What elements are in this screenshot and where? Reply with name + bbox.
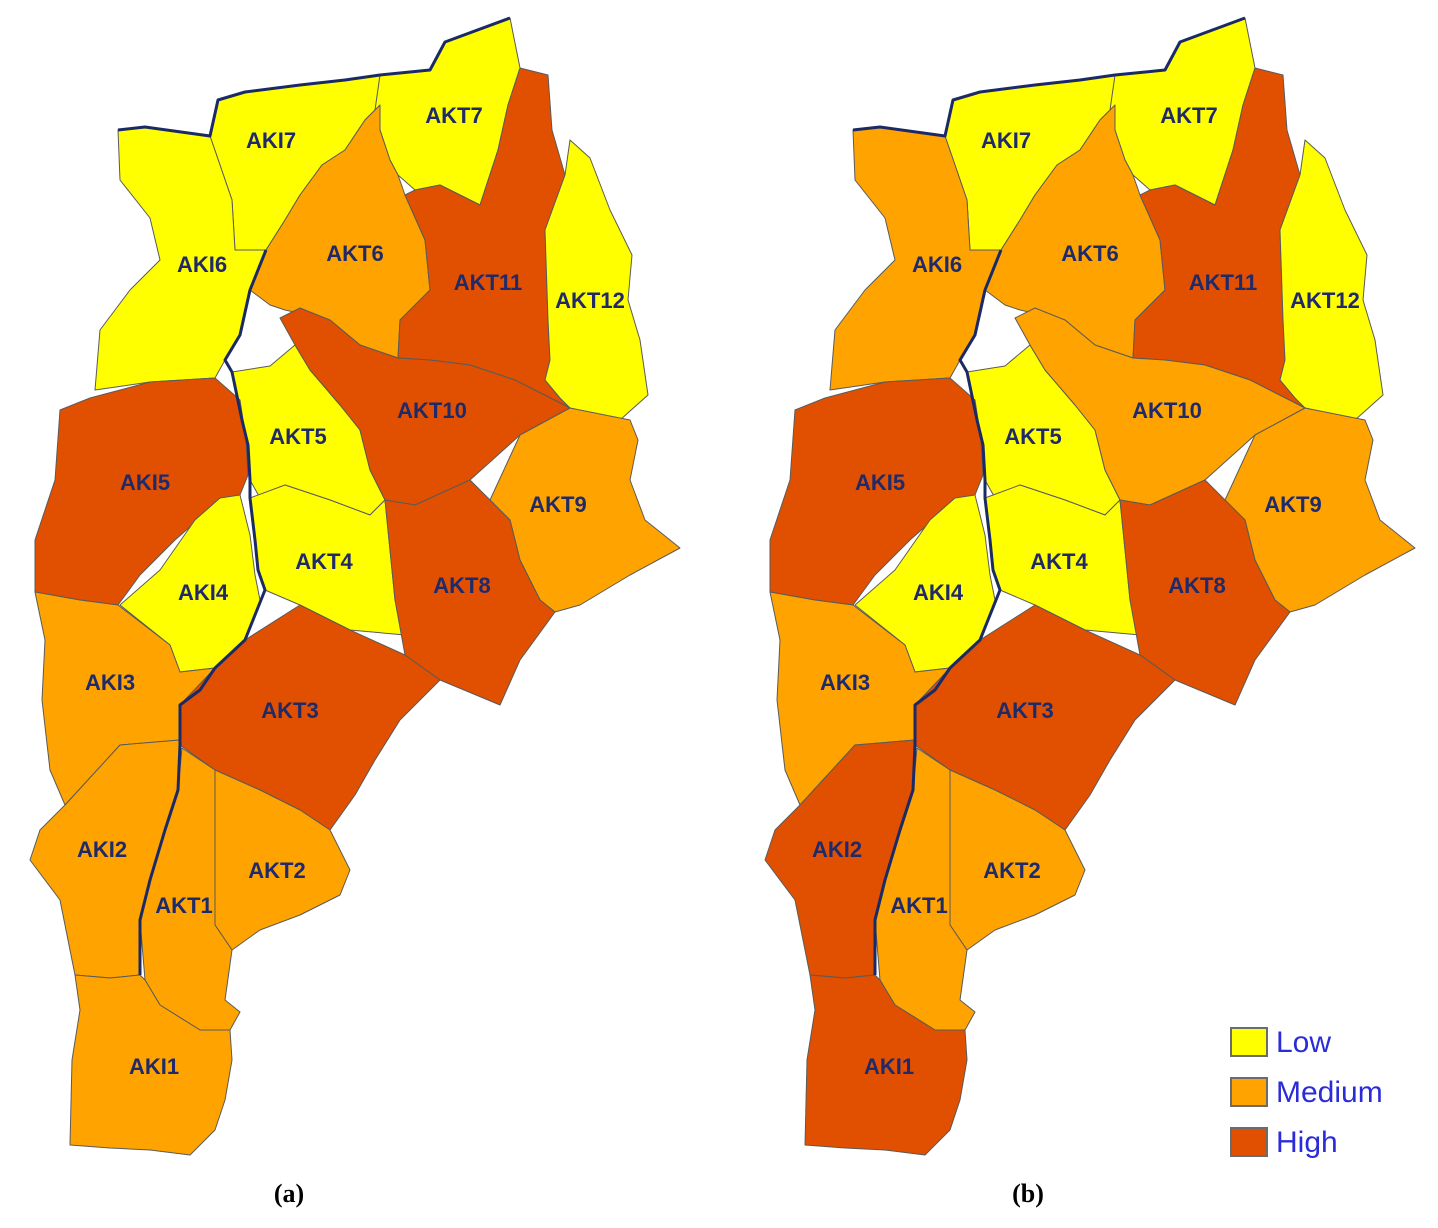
zone-label-aki6: AKI6 — [177, 252, 227, 277]
zone-label-akt12: AKT12 — [1290, 288, 1360, 313]
zone-label-aki4: AKI4 — [178, 580, 229, 605]
zone-label-aki2: AKI2 — [77, 837, 127, 862]
zone-label-akt4: AKT4 — [1030, 549, 1088, 574]
zone-label-akt7: AKT7 — [425, 103, 482, 128]
map-panel-a: AKI7 AKT7 AKI6 AKT6 AKT11 AKT12 AKT5 AKT10 AKI5 A… — [29, 16, 681, 1156]
zone-label-akt6: AKT6 — [1061, 241, 1118, 266]
map-panel-b: AKI7 AKT7 AKI6 AKT6 AKT11 AKT12 AKT5 AKT10 AKI5 A… — [764, 16, 1416, 1156]
zone-label-aki1: AKI1 — [129, 1054, 179, 1079]
zone-label-aki5: AKI5 — [855, 470, 905, 495]
zone-label-aki5: AKI5 — [120, 470, 170, 495]
zone-label-akt2: AKT2 — [983, 858, 1040, 883]
zone-label-akt7: AKT7 — [1160, 103, 1217, 128]
zone-label-akt1: AKT1 — [890, 893, 947, 918]
zone-label-aki7: AKI7 — [246, 128, 296, 153]
zone-label-aki2: AKI2 — [812, 837, 862, 862]
zone-aki1 — [69, 974, 233, 1156]
zone-label-aki1: AKI1 — [864, 1054, 914, 1079]
zone-label-akt8: AKT8 — [1168, 573, 1225, 598]
zone-label-akt2: AKT2 — [248, 858, 305, 883]
legend-swatch-medium — [1230, 1077, 1268, 1107]
zone-akt12 — [1279, 139, 1384, 421]
zone-label-akt4: AKT4 — [295, 549, 353, 574]
caption-b: (b) — [1012, 1179, 1044, 1208]
zone-label-akt9: AKT9 — [529, 492, 586, 517]
zone-label-akt6: AKT6 — [326, 241, 383, 266]
zone-label-akt5: AKT5 — [269, 424, 326, 449]
caption-a: (a) — [274, 1179, 304, 1208]
zone-akt8 — [1119, 479, 1291, 706]
legend-swatch-low — [1230, 1027, 1268, 1057]
zone-label-akt12: AKT12 — [555, 288, 625, 313]
legend-swatch-high — [1230, 1127, 1268, 1157]
river-line — [852, 16, 1246, 975]
zone-label-akt1: AKT1 — [155, 893, 212, 918]
zone-akt8 — [384, 479, 556, 706]
zone-label-aki4: AKI4 — [913, 580, 964, 605]
zone-label-akt11: AKT11 — [1189, 270, 1257, 295]
river-line — [117, 16, 511, 975]
zone-aki5 — [769, 377, 984, 606]
zone-label-akt10: AKT10 — [1132, 398, 1202, 423]
zone-akt12 — [544, 139, 649, 421]
zone-label-aki6: AKI6 — [912, 252, 962, 277]
zone-label-aki7: AKI7 — [981, 128, 1031, 153]
zone-label-aki3: AKI3 — [85, 670, 135, 695]
zone-label-aki3: AKI3 — [820, 670, 870, 695]
legend: Low Medium High — [1230, 1026, 1383, 1159]
zone-label-akt3: AKT3 — [996, 698, 1053, 723]
legend-label-medium: Medium — [1276, 1076, 1383, 1109]
zone-label-akt11: AKT11 — [454, 270, 522, 295]
zone-aki5 — [34, 377, 249, 606]
zone-label-akt5: AKT5 — [1004, 424, 1061, 449]
legend-label-high: High — [1276, 1126, 1338, 1159]
zone-label-akt3: AKT3 — [261, 698, 318, 723]
zone-label-akt9: AKT9 — [1264, 492, 1321, 517]
zone-aki1 — [804, 974, 968, 1156]
zone-label-akt8: AKT8 — [433, 573, 490, 598]
zone-label-akt10: AKT10 — [397, 398, 467, 423]
legend-label-low: Low — [1276, 1026, 1331, 1059]
